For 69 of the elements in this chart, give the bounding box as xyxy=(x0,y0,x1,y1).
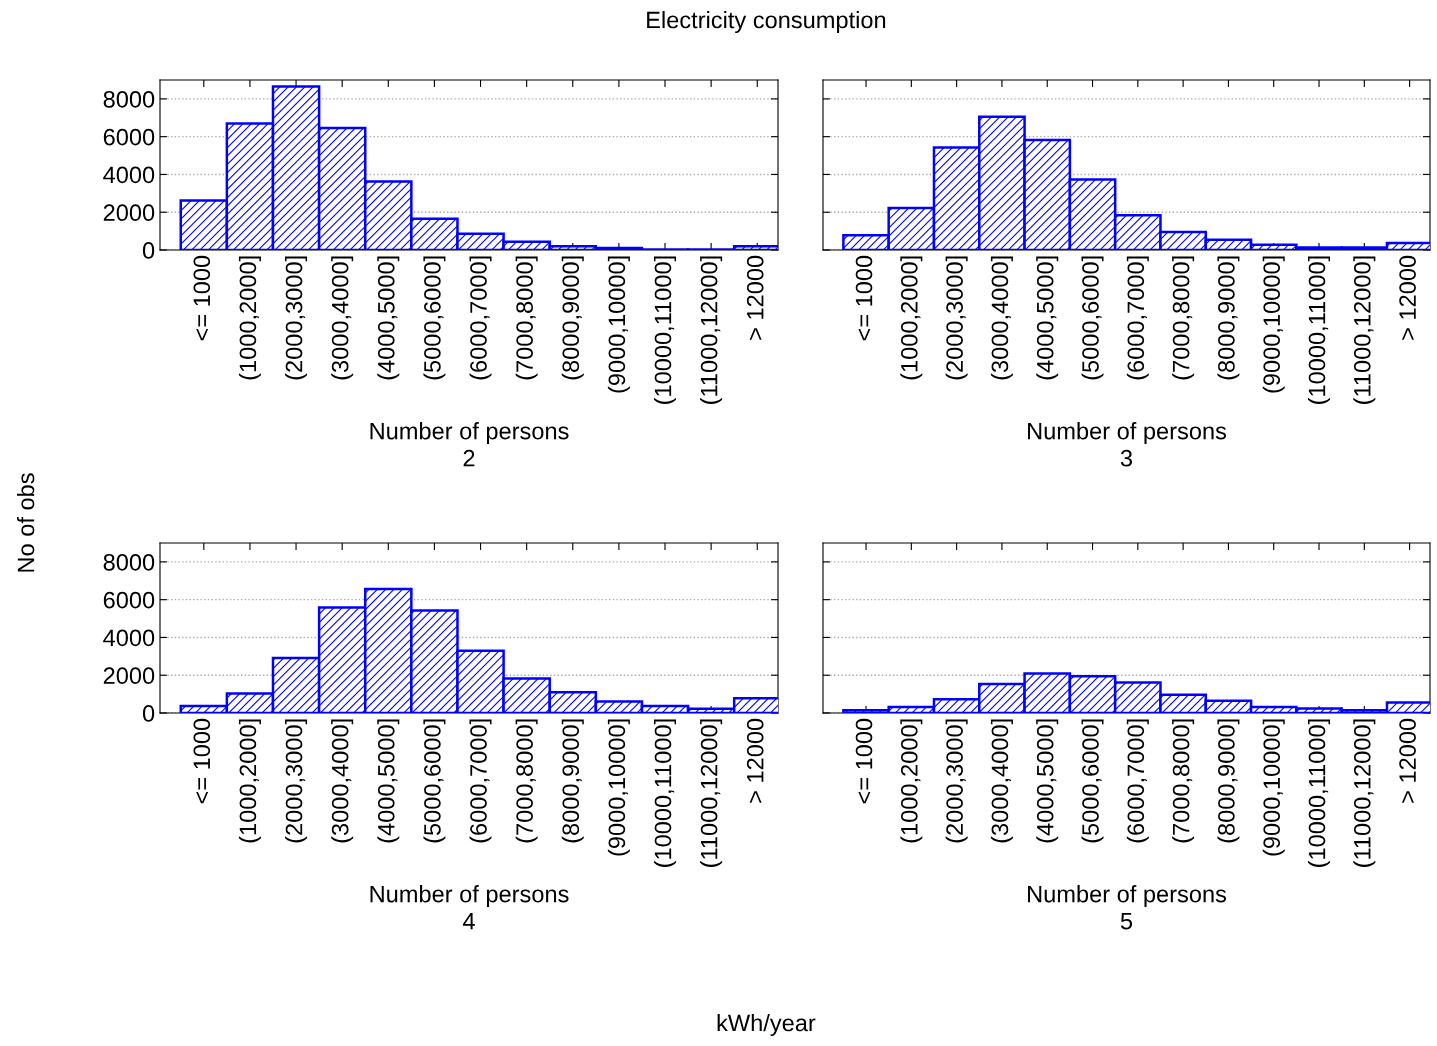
x-tick-label: > 12000 xyxy=(746,255,764,340)
y-tick-label: 6000 xyxy=(103,128,155,146)
x-tick-label: (5000,6000] xyxy=(1081,719,1104,843)
x-tick-label: (6000,7000] xyxy=(469,719,492,843)
x-tick-label: (10000,11000] xyxy=(1308,719,1331,867)
x-tick-label: (7000,8000] xyxy=(515,719,538,843)
x-tick-label: (7000,8000] xyxy=(1172,256,1195,380)
x-tick-label: (3000,4000] xyxy=(990,719,1013,843)
y-tick-label: 0 xyxy=(142,705,155,722)
x-tick-label: (9000,10000] xyxy=(607,256,630,393)
chart-title: Electricity consumption xyxy=(647,11,886,34)
x-tick-label: (3000,4000] xyxy=(331,719,354,843)
x-tick-label: (10000,11000] xyxy=(1308,256,1331,404)
x-tick-label: (2000,3000] xyxy=(285,719,308,843)
x-tick-label: (10000,11000] xyxy=(654,256,677,404)
x-tick-label: (10000,11000] xyxy=(654,719,677,867)
x-tick-label: (8000,9000] xyxy=(561,719,584,843)
x-tick-label: > 12000 xyxy=(746,718,764,803)
x-tick-label: (9000,10000] xyxy=(1262,256,1285,393)
x-axis-title: Number of persons 2 xyxy=(370,422,569,467)
x-tick-label: (11000,12000] xyxy=(700,719,723,867)
x-tick-label: (1000,2000] xyxy=(238,256,261,380)
x-tick-label: (3000,4000] xyxy=(331,256,354,380)
x-tick-label: <= 1000 xyxy=(855,255,873,341)
text: kWh/year xyxy=(717,1013,816,1037)
x-tick-label: (2000,3000] xyxy=(945,719,968,843)
x-axis-title: Number of persons 3 xyxy=(1028,422,1227,467)
x-tick-label: (9000,10000] xyxy=(1262,719,1285,856)
x-tick-label: > 12000 xyxy=(1399,718,1416,803)
y-tick-label: 8000 xyxy=(103,90,155,108)
x-axis-title: Number of persons 5 xyxy=(1028,885,1227,930)
x-tick-label: (5000,6000] xyxy=(423,256,446,380)
x-tick-label: (11000,12000] xyxy=(1353,256,1376,404)
x-tick-label: <= 1000 xyxy=(855,718,873,804)
x-tick-label: (4000,5000] xyxy=(1036,256,1059,380)
x-tick-label: (4000,5000] xyxy=(377,719,400,843)
x-tick-label: <= 1000 xyxy=(193,718,211,804)
x-axis-title: Number of persons 4 xyxy=(370,885,569,930)
y-tick-label: 2000 xyxy=(103,667,155,685)
text: No of obs xyxy=(17,473,35,572)
x-tick-label: (5000,6000] xyxy=(423,719,446,843)
x-tick-label: (8000,9000] xyxy=(561,256,584,380)
x-tick-label: (4000,5000] xyxy=(377,256,400,380)
x-tick-label: (7000,8000] xyxy=(515,256,538,380)
y-tick-label: 2000 xyxy=(103,204,155,222)
x-tick-label: (2000,3000] xyxy=(285,256,308,380)
x-tick-label: (6000,7000] xyxy=(469,256,492,380)
x-tick-label: <= 1000 xyxy=(193,255,211,341)
x-tick-label: (1000,2000] xyxy=(900,256,923,380)
y-tick-label: 8000 xyxy=(103,553,155,571)
x-tick-label: (6000,7000] xyxy=(1126,719,1149,843)
x-tick-label: (7000,8000] xyxy=(1172,719,1195,843)
x-tick-label: (8000,9000] xyxy=(1217,256,1240,380)
x-tick-label: (11000,12000] xyxy=(700,256,723,404)
x-tick-label: (11000,12000] xyxy=(1353,719,1376,867)
x-tick-label: (8000,9000] xyxy=(1217,719,1240,843)
x-tick-label: (6000,7000] xyxy=(1126,256,1149,380)
y-tick-label: 6000 xyxy=(103,591,155,609)
x-tick-label: (1000,2000] xyxy=(238,719,261,843)
x-tick-label: (1000,2000] xyxy=(900,719,923,843)
x-tick-label: (5000,6000] xyxy=(1081,256,1104,380)
x-tick-label: (9000,10000] xyxy=(607,719,630,856)
y-tick-label: 0 xyxy=(142,242,155,259)
y-tick-label: 4000 xyxy=(103,629,155,647)
x-tick-label: (4000,5000] xyxy=(1036,719,1059,843)
x-tick-label: (2000,3000] xyxy=(945,256,968,380)
x-tick-label: (3000,4000] xyxy=(990,256,1013,380)
y-tick-label: 4000 xyxy=(103,166,155,184)
x-tick-label: > 12000 xyxy=(1399,255,1416,340)
